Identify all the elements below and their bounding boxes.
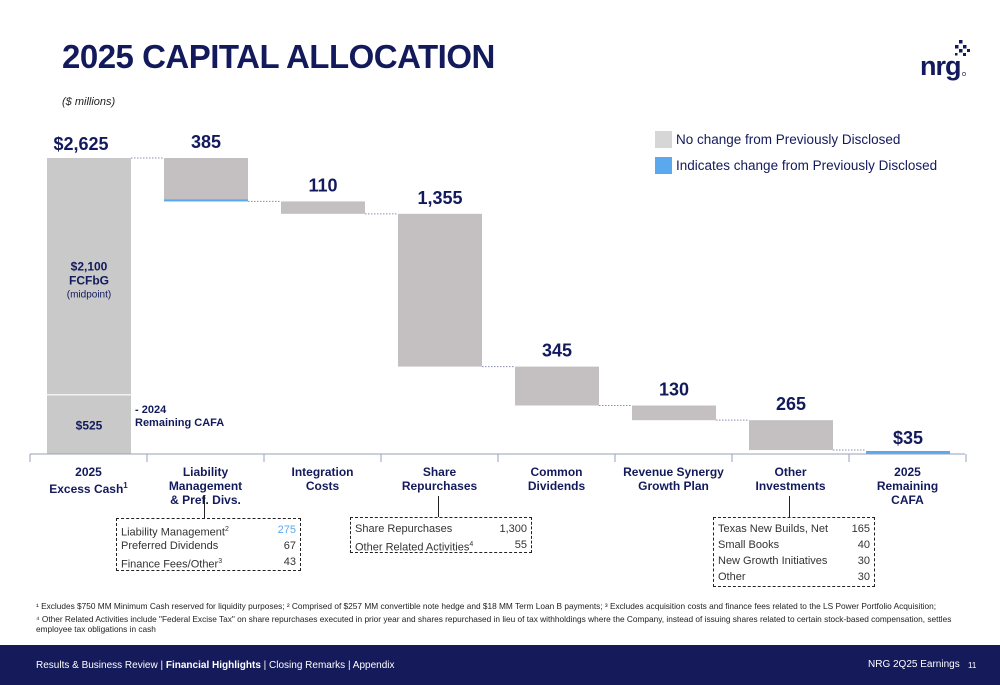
footnote-4: ⁴ Other Related Activities include "Fede… [36,613,952,635]
footer-nav-post: | Closing Remarks | Appendix [260,660,395,671]
breakdown-row: New Growth Initiatives 30 [718,553,870,569]
footer-nav: Results & Business Review | Financial Hi… [36,660,394,671]
remaining-cafa-note: Remaining CAFA [135,417,224,429]
footer-deck-name: NRG 2Q25 Earnings [868,659,960,670]
units-subtitle: ($ millions) [62,96,116,108]
breakdown-label: Texas New Builds, Net [718,523,829,535]
other-investments-breakdown-box: Texas New Builds, Net 165 Small Books 40 New… [713,517,875,587]
breakdown-value: 67 [283,540,296,552]
breakdown-value: 1,300 [499,523,527,535]
breakdown-label: Finance Fees/Other3 [121,558,223,571]
waterfall-chart: $2,625 385 110 1,355 345 130 265 $35 $2,100FCFbG… [29,132,967,518]
breakdown-label: Other [718,571,746,583]
breakdown-row: Preferred Dividends 67 [121,538,296,554]
start-component-note: (midpoint) [67,289,111,300]
breakdown-value: 55 [514,539,527,551]
start-component-value: $525 [76,418,103,432]
breakdown-value: 43 [283,556,296,568]
footer-bar: Results & Business Review | Financial Hi… [0,645,1000,685]
bar-3 [398,213,482,367]
bar-value-label: 265 [776,394,806,414]
breakdown-value: 165 [851,523,870,535]
breakdown-row: Other Related Activities4 55 [355,537,527,554]
category-label: Other Investments [755,465,826,493]
breakdown-row: Texas New Builds, Net 165 [718,521,870,537]
bar-value-label: 385 [191,132,221,152]
legend-item-no-change: No change from Previously Disclosed [655,130,937,149]
bar-value-label: $35 [893,428,923,448]
liability-breakdown-box: Liability Management2 275 Preferred Divide… [116,518,301,571]
bar-remaining-cafa [866,451,950,454]
footer-nav-current: Financial Highlights [165,660,261,671]
legend-label: No change from Previously Disclosed [676,132,901,147]
remaining-cafa-note: - 2024 [135,404,167,416]
category-label: Share Repurchases [401,465,478,493]
category-label: Liability Management & Pref. Divs. [168,465,243,507]
breakdown-label: New Growth Initiatives [718,555,828,567]
logo-wordmark: nrg [920,51,961,81]
bar-value-label: 345 [542,341,572,361]
start-component-value: $2,100 [71,259,108,273]
breakdown-label: Share Repurchases [355,523,453,535]
category-label: Common Dividends [527,465,586,493]
breakdown-row: Share Repurchases 1,300 [355,521,527,537]
breakdown-value: 30 [857,571,870,583]
legend-label: Indicates change from Previously Disclos… [676,158,938,173]
breakdown-label: Other Related Activities4 [355,541,474,554]
breakdown-row: Other 30 [718,569,870,585]
category-label: 2025 Excess Cash1 [49,465,128,496]
bar-4 [515,366,599,406]
repurchase-breakdown-box: Share Repurchases 1,300 Other Related Acti… [350,517,532,554]
start-component-label: FCFbG [69,273,109,287]
nrg-logo: nrg [918,38,978,88]
bar-value-label: $2,625 [53,134,108,154]
category-label: Integration Costs [291,465,354,493]
bar-1 [164,158,248,202]
page-number: 11 [968,661,977,670]
bar-value-label: 110 [308,175,337,195]
legend-swatch-blue [655,157,672,174]
breakdown-value: 275 [277,524,296,536]
bar-value-label: 130 [659,380,689,400]
breakdown-row: Finance Fees/Other3 43 [121,554,296,571]
legend-swatch-gray [655,131,672,148]
breakdown-row: Small Books 40 [718,537,870,553]
breakdown-label: Preferred Dividends [121,540,219,552]
bar-2 [281,201,365,214]
bar-6 [749,420,833,451]
category-label: 2025 Remaining CAFA [876,465,939,507]
legend-item-change: Indicates change from Previously Disclos… [655,156,937,175]
footnotes: ¹ Excludes $750 MM Minimum Cash reserved… [36,601,971,635]
bar-value-label: 1,355 [417,188,462,208]
chart-legend: No change from Previously Disclosed Indi… [655,130,937,182]
logo-sparkle-icon [955,40,970,76]
breakdown-label: Small Books [718,539,780,551]
breakdown-row: Liability Management2 275 [121,522,296,539]
footer-nav-pre: Results & Business Review | [36,660,166,671]
page-title: 2025 CAPITAL ALLOCATION [62,38,495,75]
breakdown-value: 40 [857,539,870,551]
breakdown-value: 30 [857,555,870,567]
bar-changed-portion [164,199,248,202]
breakdown-label: Liability Management2 [121,526,229,539]
category-label: Revenue Synergy Growth Plan [623,465,724,493]
bar-5 [632,405,716,421]
footnote-1: ¹ Excludes $750 MM Minimum Cash reserved… [36,601,937,611]
bar-0 [47,158,131,454]
